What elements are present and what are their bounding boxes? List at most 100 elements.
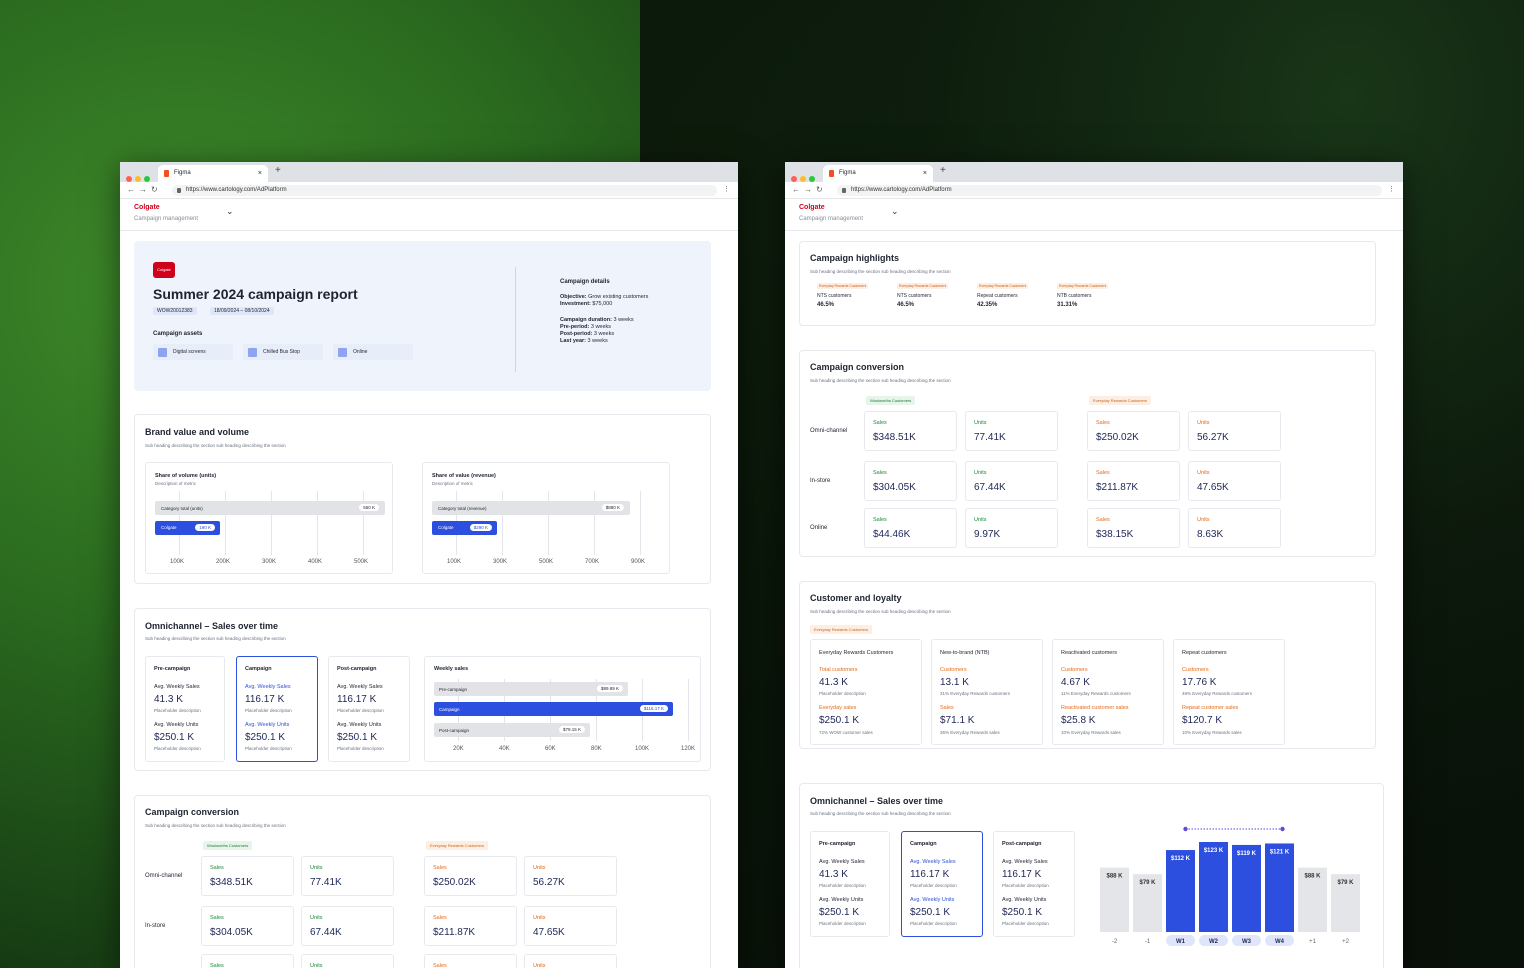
figma-icon: [164, 170, 169, 177]
window-controls[interactable]: [791, 169, 818, 187]
browser-tab[interactable]: Figma ×: [158, 165, 268, 182]
chevron-down-icon[interactable]: ⌄: [891, 206, 899, 216]
metric-label: Avg. Weekly Sales: [245, 684, 291, 690]
bar: [1232, 844, 1261, 932]
woolworths-tag: Woolworths Customers: [866, 396, 916, 405]
chevron-down-icon[interactable]: ⌄: [226, 206, 234, 216]
week-pill[interactable]: [1166, 935, 1195, 946]
bar-label: Colgate: [161, 525, 177, 530]
metric-card: Sales: [201, 954, 294, 968]
metric-label: Units: [974, 420, 987, 426]
new-tab-icon[interactable]: +: [940, 165, 946, 176]
bar-label: Category total (units): [161, 506, 203, 511]
colgate-logo: Colgate: [153, 262, 175, 278]
period-post-campaign[interactable]: Post-campaign Avg. Weekly Sales 116.17 K…: [993, 831, 1075, 937]
metric-label: Avg. Weekly Sales: [910, 859, 956, 865]
window-controls[interactable]: [126, 169, 153, 187]
metric-value: 116.17 K: [910, 869, 950, 880]
metric-desc: Placeholder description: [1002, 883, 1049, 888]
metric-desc: Placeholder description: [337, 708, 384, 713]
loyalty-metric-card: Everyday Rewards Customers Total custome…: [810, 639, 922, 745]
week-pill[interactable]: [1199, 935, 1228, 946]
kebab-menu-icon[interactable]: ⋮: [723, 186, 730, 193]
pre-label: Pre-period:: [560, 324, 590, 330]
tab-bar: Figma × +: [120, 162, 738, 182]
period-pre-campaign[interactable]: Pre-campaign Avg. Weekly Sales 41.3 K Pl…: [810, 831, 890, 937]
tick-label: 400K: [308, 559, 323, 565]
period-post-campaign[interactable]: Post-campaign Avg. Weekly Sales 116.17 K…: [328, 656, 410, 762]
highlight-item: Everyday Rewards Customers NTS customers 4…: [817, 283, 887, 313]
loyalty-card: Customer and loyalty Sub heading describ…: [799, 581, 1376, 749]
metric-label: Reactivated customer sales: [1061, 705, 1129, 711]
metric-value: 56.27K: [1197, 432, 1229, 443]
period-campaign[interactable]: Campaign Avg. Weekly Sales 116.17 K Plac…: [236, 656, 318, 762]
share-of-value-chart: Share of value (revenue) Description of …: [422, 462, 670, 574]
metric-label: Customers: [1061, 667, 1088, 673]
section-subheading: Sub heading describing the section sub h…: [145, 443, 286, 448]
section-title: Omnichannel – Sales over time: [810, 796, 944, 806]
metric-desc: Placeholder description: [245, 746, 292, 751]
browser-window-right: Figma × + ←→↻ https://www.cartology.com/A…: [785, 162, 1403, 968]
period-name: Post-campaign: [337, 666, 377, 672]
bracket-dot: [1280, 826, 1285, 832]
post-period: Post-period: 3 weeks: [560, 331, 614, 337]
period-pre-campaign[interactable]: Pre-campaign Avg. Weekly Sales 41.3 K Pl…: [145, 656, 225, 762]
browser-tab[interactable]: Figma ×: [823, 165, 933, 182]
channel-label: Online: [810, 525, 828, 531]
period-campaign[interactable]: Campaign Avg. Weekly Sales 116.17 K Plac…: [901, 831, 983, 937]
bar: [1166, 850, 1195, 932]
data-label: $88 K: [1106, 874, 1123, 880]
tick-label: 100K: [447, 559, 462, 565]
metric-value: 116.17 K: [1002, 869, 1042, 880]
figma-icon: [829, 170, 834, 177]
colgate-bar: Colgate 190 K: [155, 521, 220, 535]
metric-card: Sales $250.02K: [424, 856, 517, 896]
omnichannel-card: Omnichannel – Sales over time Sub headin…: [799, 783, 1384, 968]
bar-label: Pre-campaign: [439, 687, 468, 692]
chart-title: Share of value (revenue): [432, 473, 496, 479]
post-value: 3 weeks: [593, 331, 615, 337]
nav-arrows-icon[interactable]: ←→↻: [792, 185, 827, 194]
metric-label: Sales: [210, 915, 224, 921]
new-tab-icon[interactable]: +: [275, 165, 281, 176]
metric-label: Units: [310, 865, 323, 871]
data-label: $119 K: [1237, 851, 1257, 857]
metric-value: 13.1 K: [940, 677, 969, 688]
section-title: Brand value and volume: [145, 427, 250, 437]
rewards-tag: Everyday Rewards Customers: [897, 283, 949, 289]
metric-desc: Placeholder description: [154, 708, 201, 713]
week-pill[interactable]: [1265, 935, 1294, 946]
week-pill[interactable]: [1232, 935, 1261, 946]
data-label: $79 K: [1337, 880, 1354, 886]
metric-card: Sales $304.05K: [864, 461, 957, 501]
period-name: Campaign: [910, 841, 937, 847]
url-input[interactable]: https://www.cartology.com/AdPlatform: [172, 185, 717, 196]
close-icon[interactable]: ×: [257, 170, 262, 177]
asset-chilled-bus-stop: Chilled Bus Stop: [243, 344, 323, 360]
metric-label: Avg. Weekly Units: [819, 897, 864, 903]
metric-value: $250.1 K: [337, 732, 378, 743]
metric-value: $250.1 K: [1002, 907, 1043, 918]
metric-label: Units: [533, 865, 546, 871]
metric-card: Sales $44.46K: [864, 508, 957, 548]
image-icon: [338, 348, 347, 357]
url-input[interactable]: https://www.cartology.com/AdPlatform: [837, 185, 1382, 196]
data-label: $112 K: [1171, 856, 1191, 862]
metric-label: Total customers: [819, 667, 858, 673]
metric-value: $250.02K: [1096, 432, 1139, 443]
metric-desc: 48% Everyday Rewards customers: [1182, 691, 1253, 696]
highlight-label: NTS customers: [897, 293, 932, 299]
section-subheading: Sub heading describing the section sub h…: [810, 269, 951, 274]
metric-desc: Placeholder description: [819, 883, 866, 888]
duration: Campaign duration: 3 weeks: [560, 317, 634, 323]
highlight-label: Repeat customers: [977, 293, 1018, 299]
nav-arrows-icon[interactable]: ←→↻: [127, 185, 162, 194]
metric-value: $120.7 K: [1182, 715, 1223, 726]
metric-desc: Placeholder description: [910, 921, 957, 926]
metric-value: $211.87K: [1096, 482, 1139, 493]
metric-value: $348.51K: [210, 877, 253, 888]
kebab-menu-icon[interactable]: ⋮: [1388, 186, 1395, 193]
channel-label: Omni-channel: [810, 428, 848, 434]
bar: [1133, 874, 1162, 932]
close-icon[interactable]: ×: [922, 170, 927, 177]
